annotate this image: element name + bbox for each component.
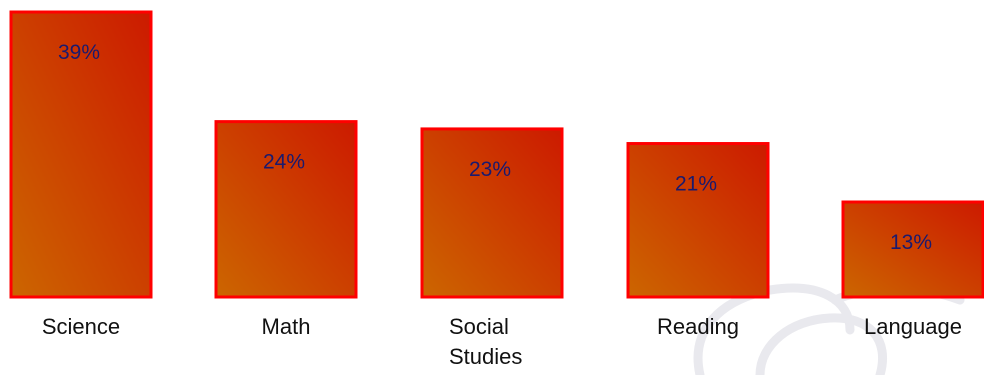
category-label-line: Math xyxy=(262,314,311,339)
category-label-line: Science xyxy=(42,314,120,339)
bar-reading xyxy=(626,142,770,299)
category-label-line: Social xyxy=(449,314,509,339)
value-label: 21% xyxy=(675,173,717,196)
value-label: 23% xyxy=(469,158,511,181)
category-label-line: Studies xyxy=(449,344,522,369)
value-labels-layer: 39% 24% 23% 21% 13% xyxy=(58,41,932,254)
bars-layer xyxy=(9,10,984,299)
value-label: 13% xyxy=(890,231,932,254)
bar-social-studies xyxy=(420,127,564,299)
category-label: Social Studies xyxy=(449,314,522,369)
value-label: 24% xyxy=(263,151,305,174)
category-label-line: Language xyxy=(864,314,962,339)
category-label-line: Reading xyxy=(657,314,739,339)
category-label: Reading xyxy=(657,314,739,339)
category-label: Math xyxy=(262,314,311,339)
category-labels-layer: Science Math Social Studies Reading Language xyxy=(42,314,962,369)
value-label: 39% xyxy=(58,41,100,64)
category-label: Science xyxy=(42,314,120,339)
bar-math xyxy=(214,120,358,299)
bar-science xyxy=(9,10,153,299)
bar-language xyxy=(841,200,984,299)
category-label: Language xyxy=(864,314,962,339)
